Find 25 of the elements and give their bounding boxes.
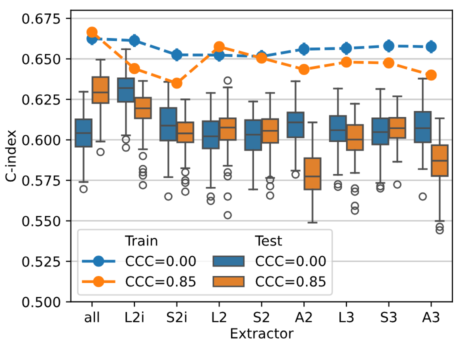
y-tick-label: 0.675 — [22, 13, 60, 24]
y-tick-label: 0.625 — [22, 94, 60, 105]
text: Train — [124, 235, 158, 246]
y-tick-label: 0.575 — [22, 175, 60, 186]
x-tick-label: L3 — [340, 312, 354, 322]
y-tick-label: 0.550 — [22, 216, 60, 226]
x-tick-label: S3 — [380, 312, 397, 322]
legend-label: CCC=0.85 — [126, 276, 196, 287]
y-tick-label: 0.600 — [22, 134, 60, 146]
x-tick-label: A3 — [422, 312, 440, 322]
y-tick-label: 0.525 — [22, 256, 60, 267]
y-tick-label: 0.500 — [22, 296, 60, 308]
text: Test — [254, 236, 282, 246]
legend-label: CCC=0.00 — [256, 256, 326, 266]
y-tick-label: 0.650 — [22, 54, 60, 64]
x-tick-label: L2 — [212, 312, 226, 322]
x-tick-label: S2 — [254, 312, 270, 322]
x-tick-label: L2i — [126, 312, 144, 322]
x-tick-label: all — [84, 312, 99, 322]
legend-label: CCC=0.85 — [256, 276, 326, 287]
y-axis-title: C-index — [5, 130, 16, 182]
x-tick-label: A2 — [294, 312, 312, 322]
x-tick-label: S2i — [166, 312, 186, 322]
legend-label: CCC=0.00 — [126, 256, 196, 266]
x-axis-title: Extractor — [231, 328, 294, 339]
